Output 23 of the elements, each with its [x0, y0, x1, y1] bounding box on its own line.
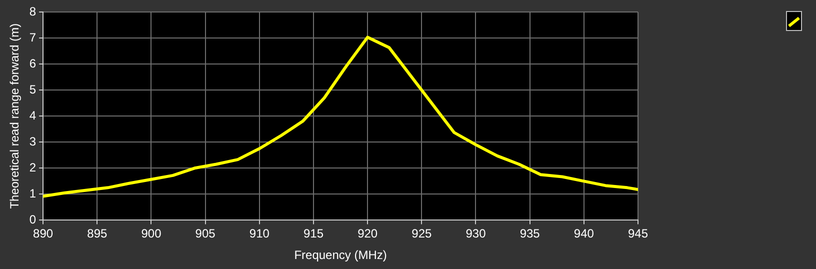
y-tick-label: 2 — [29, 160, 36, 174]
y-tick-label: 4 — [29, 108, 36, 122]
x-tick-label: 940 — [574, 226, 594, 241]
x-tick-label: 905 — [195, 226, 216, 241]
y-tick-label: 3 — [29, 134, 36, 148]
x-tick-label: 910 — [249, 226, 270, 241]
y-tick-label: 5 — [29, 82, 36, 96]
x-tick-label: 935 — [520, 226, 540, 241]
x-axis-title: Frequency (MHz) — [294, 248, 387, 262]
x-tick-label: 930 — [466, 226, 486, 241]
x-tick-label: 890 — [33, 226, 54, 241]
y-tick-label: 1 — [29, 186, 36, 200]
y-tick-label: 0 — [29, 212, 36, 227]
y-tick-label: 7 — [29, 30, 36, 44]
y-tick-label: 8 — [29, 4, 36, 18]
y-axis-title: Theoretical read range forward (m) — [8, 23, 22, 209]
x-tick-label: 920 — [358, 226, 378, 241]
y-tick-label: 6 — [29, 56, 36, 70]
x-tick-label: 900 — [141, 226, 162, 241]
x-tick-label: 925 — [412, 226, 432, 241]
x-tick-label: 945 — [628, 226, 648, 241]
x-tick-label: 895 — [87, 226, 108, 241]
x-tick-label: 915 — [303, 226, 324, 241]
